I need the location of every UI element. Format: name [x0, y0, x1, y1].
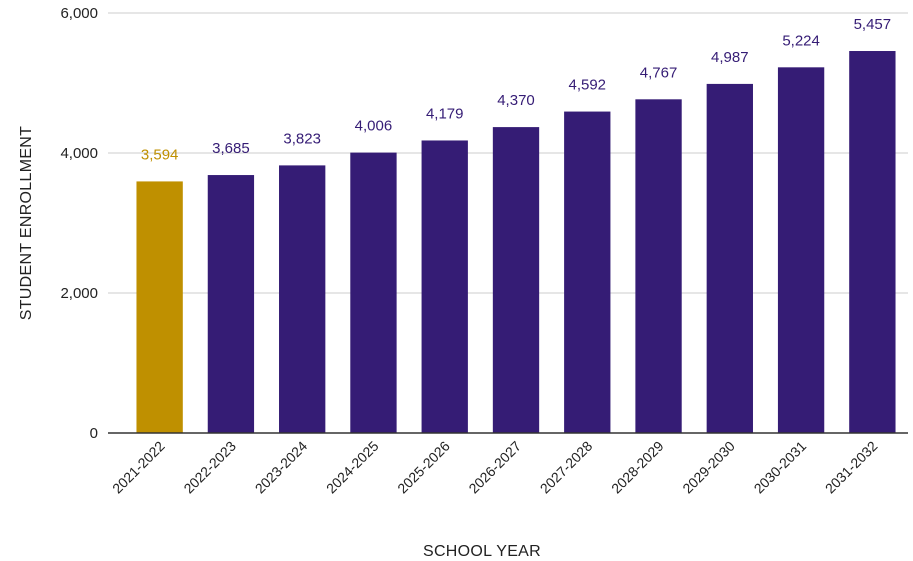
- bar-2027-2028: [564, 111, 611, 433]
- y-tick-label: 2,000: [60, 285, 98, 302]
- y-axis-ticks: 0 2,000 4,000 6,000: [60, 5, 98, 442]
- data-label-2021-2022: 3,594: [141, 146, 179, 163]
- x-tick-label: 2024-2025: [323, 438, 382, 497]
- x-tick-label: 2026-2027: [465, 438, 524, 497]
- data-label-2031-2032: 5,457: [854, 16, 892, 33]
- y-axis-title: STUDENT ENROLLMENT: [18, 126, 35, 320]
- x-tick-label: 2028-2029: [608, 438, 667, 497]
- x-tick-label: 2027-2028: [537, 438, 596, 497]
- data-label-2023-2024: 3,823: [283, 130, 321, 147]
- data-label-2024-2025: 4,006: [355, 118, 393, 135]
- data-labels: 3,594 3,685 3,823 4,006 4,179 4,370 4,592 4,767…: [141, 16, 891, 163]
- x-tick-label: 2030-2031: [751, 438, 810, 497]
- bars: [136, 51, 896, 434]
- y-tick-label: 4,000: [60, 145, 98, 162]
- bar-2028-2029: [635, 99, 682, 433]
- x-tick-label: 2031-2032: [822, 438, 881, 497]
- x-axis-ticks: 2021-2022 2022-2023 2023-2024 2024-2025 2025…: [109, 438, 881, 497]
- y-tick-label: 0: [90, 425, 98, 442]
- bar-2030-2031: [777, 67, 825, 433]
- data-label-2026-2027: 4,370: [497, 92, 535, 109]
- bar-2025-2026: [421, 140, 468, 433]
- data-label-2028-2029: 4,767: [640, 64, 678, 81]
- bar-2026-2027: [492, 127, 540, 433]
- bar-2023-2024: [279, 165, 326, 433]
- data-label-2027-2028: 4,592: [568, 77, 606, 94]
- x-tick-label: 2021-2022: [109, 438, 168, 497]
- bar-2031-2032: [849, 51, 896, 433]
- x-tick-label: 2022-2023: [180, 438, 239, 497]
- x-tick-label: 2023-2024: [252, 438, 311, 497]
- x-axis-title: SCHOOL YEAR: [423, 543, 541, 560]
- y-tick-label: 6,000: [60, 5, 98, 22]
- bar-2022-2023: [207, 175, 255, 434]
- data-label-2030-2031: 5,224: [782, 32, 820, 49]
- bar-2029-2030: [706, 83, 753, 433]
- x-tick-label: 2029-2030: [679, 438, 738, 497]
- bar-2021-2022: [136, 181, 183, 433]
- data-label-2029-2030: 4,987: [711, 49, 749, 66]
- data-label-2022-2023: 3,685: [212, 140, 250, 157]
- bar-2024-2025: [350, 152, 397, 433]
- x-tick-label: 2025-2026: [394, 438, 453, 497]
- data-label-2025-2026: 4,179: [426, 105, 464, 122]
